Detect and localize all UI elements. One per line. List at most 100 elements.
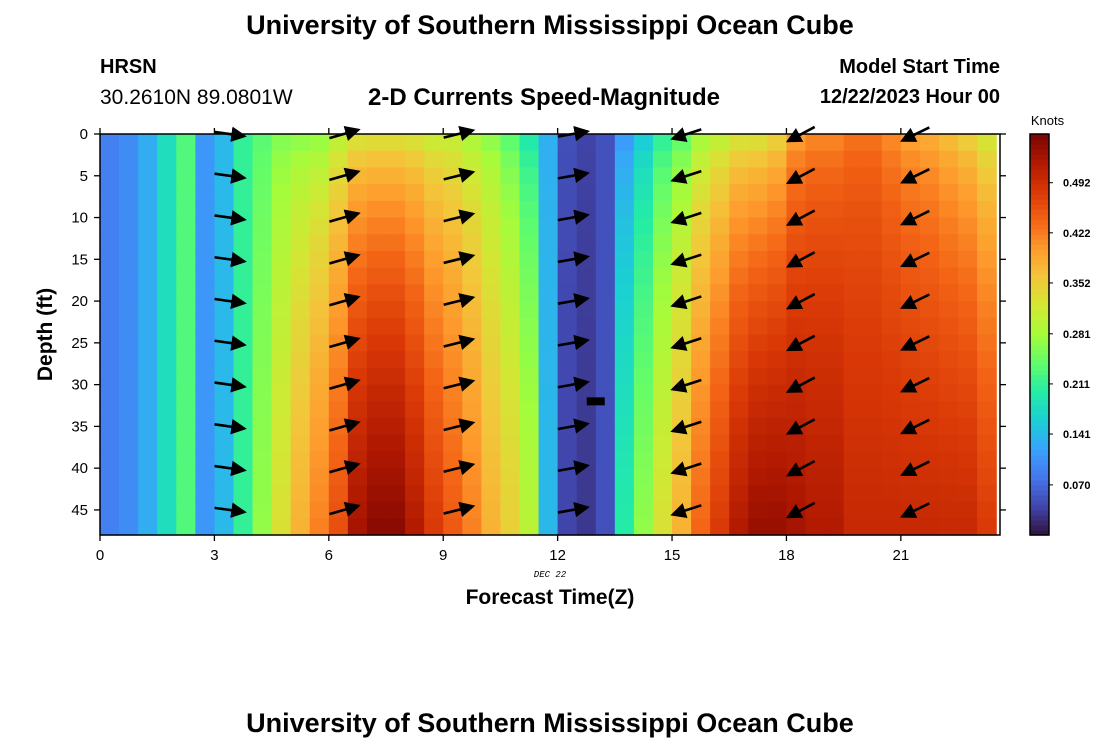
heatmap-cell xyxy=(405,367,425,386)
heatmap-cell xyxy=(767,200,788,219)
colorbar-segment xyxy=(1030,249,1049,255)
heatmap-cell xyxy=(595,418,616,436)
heatmap-cell xyxy=(309,317,330,336)
heatmap-cell xyxy=(366,401,387,419)
heatmap-cell xyxy=(958,468,978,486)
heatmap-cell xyxy=(386,501,406,519)
heatmap-cell xyxy=(138,418,158,436)
colorbar-segment xyxy=(1030,474,1049,481)
heatmap-cell xyxy=(977,334,997,352)
heatmap-cell xyxy=(138,518,158,536)
heatmap-cell xyxy=(252,301,273,319)
heatmap-cell xyxy=(595,451,616,469)
x-tick-label: 21 xyxy=(893,547,910,564)
heatmap-cell xyxy=(366,267,387,285)
heatmap-cell xyxy=(977,501,997,519)
heatmap-cell xyxy=(824,518,845,536)
heatmap-cell xyxy=(424,367,444,386)
heatmap-cell xyxy=(347,317,368,336)
heatmap-cell xyxy=(538,384,559,402)
heatmap-cell xyxy=(843,451,864,469)
heatmap-cell xyxy=(938,200,959,219)
heatmap-cell xyxy=(824,284,845,302)
heatmap-cell xyxy=(157,250,177,269)
current-arrow xyxy=(443,293,476,309)
heatmap-cell xyxy=(405,334,425,352)
heatmap-cell xyxy=(233,434,254,453)
current-arrow xyxy=(214,377,247,393)
heatmap-cell xyxy=(919,217,940,235)
heatmap-cell xyxy=(938,501,959,519)
current-arrow xyxy=(443,251,476,267)
heatmap-cell xyxy=(557,317,578,336)
colorbar-segment xyxy=(1030,224,1049,230)
current-arrow xyxy=(214,335,247,351)
heatmap-cell xyxy=(443,468,463,486)
x-tick-label: 15 xyxy=(664,547,681,564)
heatmap-cell xyxy=(862,234,883,252)
heatmap-cell xyxy=(805,468,826,486)
heatmap-cell xyxy=(919,334,940,352)
heatmap-cell xyxy=(748,501,768,519)
heatmap-cell xyxy=(443,234,463,252)
heatmap-cell xyxy=(691,167,711,185)
heatmap-cell xyxy=(519,434,540,453)
heatmap-cell xyxy=(538,200,559,219)
heatmap-cell xyxy=(176,384,196,402)
heatmap-cell xyxy=(595,351,616,369)
heatmap-cell xyxy=(824,150,845,169)
heatmap-cell xyxy=(100,184,120,202)
heatmap-cell xyxy=(195,167,216,185)
heatmap-cell xyxy=(100,518,120,536)
heatmap-cell xyxy=(328,384,349,402)
heatmap-cell xyxy=(672,317,692,336)
heatmap-cell xyxy=(100,301,120,319)
heatmap-cell xyxy=(214,134,235,152)
heatmap-cell xyxy=(938,451,959,469)
heatmap-cell xyxy=(309,468,330,486)
y-tick-label: 30 xyxy=(71,377,88,394)
heatmap-cell xyxy=(100,401,120,419)
heatmap-cell xyxy=(672,434,692,453)
current-arrow xyxy=(214,502,247,518)
heatmap-cell xyxy=(786,434,807,453)
heatmap-cell xyxy=(633,401,654,419)
heatmap-cell xyxy=(500,401,521,419)
heatmap-cell xyxy=(271,317,292,336)
heatmap-cell xyxy=(710,134,730,152)
heatmap-cell xyxy=(119,250,139,269)
heatmap-cell xyxy=(100,200,120,219)
heatmap-cell xyxy=(309,518,330,536)
heatmap-cell xyxy=(195,150,216,169)
heatmap-cell xyxy=(729,484,749,503)
current-arrow xyxy=(329,251,361,267)
heatmap-cell xyxy=(843,150,864,169)
heatmap-cell xyxy=(576,217,597,235)
heatmap-cell xyxy=(252,250,273,269)
heatmap-cell xyxy=(309,267,330,285)
heatmap-cell xyxy=(290,134,311,152)
heatmap-cell xyxy=(729,134,749,152)
colorbar-segment xyxy=(1030,394,1049,401)
current-arrow xyxy=(670,377,702,393)
colorbar-segment xyxy=(1030,364,1049,371)
current-arrow xyxy=(900,293,930,309)
colorbar-tick-label: 0.141 xyxy=(1063,429,1091,441)
heatmap-cell xyxy=(290,317,311,336)
heatmap-cell xyxy=(347,501,368,519)
footer-title: University of Southern Mississippi Ocean… xyxy=(246,708,854,738)
heatmap-cell xyxy=(119,434,139,453)
heatmap-cell xyxy=(119,468,139,486)
current-arrow xyxy=(443,376,476,392)
heatmap-cell xyxy=(805,418,826,436)
heatmap-cell xyxy=(710,468,730,486)
heatmap-cell xyxy=(519,418,540,436)
heatmap-cell xyxy=(424,384,444,402)
colorbar-segment xyxy=(1030,424,1049,431)
current-arrow xyxy=(557,167,590,184)
heatmap-cell xyxy=(500,451,521,469)
heatmap-cell xyxy=(729,150,749,169)
heatmap-cell xyxy=(595,200,616,219)
heatmap-cell xyxy=(271,150,292,169)
heatmap-cell xyxy=(824,468,845,486)
